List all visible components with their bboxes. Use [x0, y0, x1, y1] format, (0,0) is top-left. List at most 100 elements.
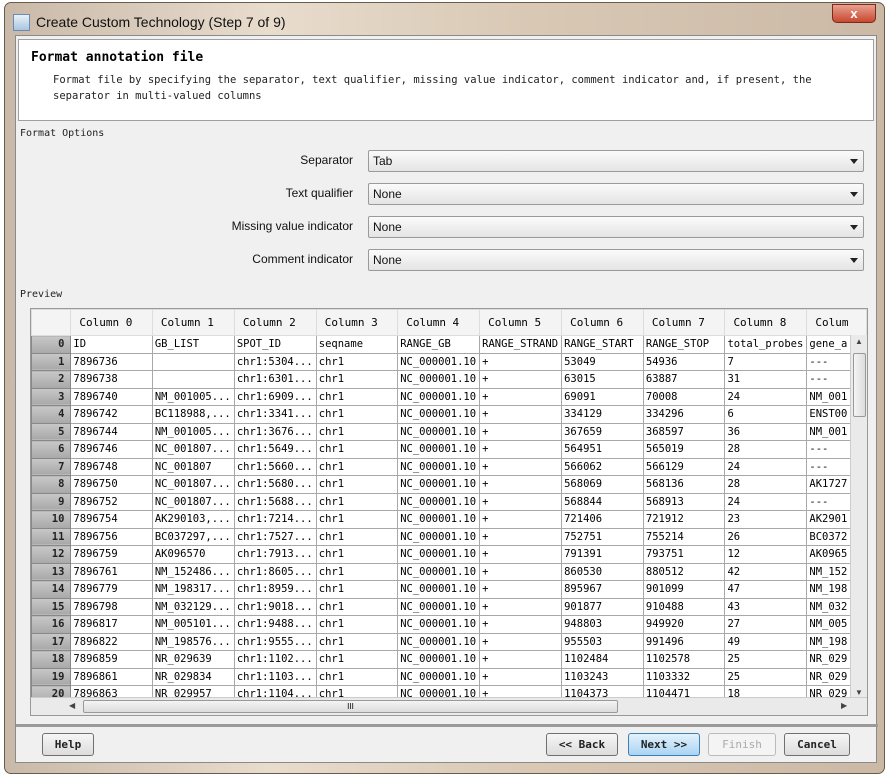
next-button[interactable]: Next >>: [628, 733, 700, 756]
row-number[interactable]: 7: [31, 457, 72, 476]
column-header[interactable]: Column 5: [479, 309, 563, 336]
row-number[interactable]: 10: [31, 510, 72, 529]
table-cell: 860530: [561, 562, 644, 581]
step-description: Format file by specifying the separator,…: [53, 74, 812, 102]
scroll-down-icon[interactable]: ▼: [855, 688, 863, 697]
table-cell: chr1: [315, 597, 399, 616]
scroll-right-icon[interactable]: ▶: [841, 701, 848, 710]
row-number[interactable]: 2: [31, 370, 72, 389]
table-row: 8 7896750 NC_001807... chr1:5680... chr1 NC_0…: [31, 475, 867, 494]
table-cell: NC_000001.10: [397, 615, 481, 634]
table-cell: 1102484: [561, 650, 644, 669]
table-cell: 24: [724, 387, 808, 406]
row-number[interactable]: 17: [31, 632, 72, 651]
separator-select[interactable]: Tab: [368, 150, 864, 172]
table-cell: 43: [724, 597, 808, 616]
table-cell: NC_000001.10: [397, 457, 481, 476]
table-cell: BC118988,...: [151, 405, 235, 424]
cancel-button[interactable]: Cancel: [784, 733, 850, 756]
table-cell: 793751: [642, 545, 726, 564]
table-cell: NC_001807: [151, 457, 235, 476]
table-cell: 7896746: [70, 440, 153, 459]
help-button[interactable]: Help: [42, 733, 94, 756]
column-header[interactable]: Column 2: [233, 309, 317, 336]
table-cell: [151, 352, 235, 371]
table-cell: chr1:1103...: [233, 667, 317, 686]
row-number[interactable]: 19: [31, 667, 72, 686]
table-cell: 7896859: [70, 650, 153, 669]
table-row: 5 7896744 NM_001005... chr1:3676... chr1 NC_0…: [31, 422, 867, 441]
column-header[interactable]: Column 4: [397, 309, 481, 336]
row-number[interactable]: 4: [31, 405, 72, 424]
row-number[interactable]: 3: [31, 387, 72, 406]
table-cell: NC_000001.10: [397, 492, 481, 511]
row-number[interactable]: 15: [31, 597, 72, 616]
table-cell: 901877: [561, 597, 644, 616]
row-number[interactable]: 6: [31, 440, 72, 459]
column-header[interactable]: Column 6: [561, 309, 644, 336]
row-number[interactable]: 5: [31, 422, 72, 441]
column-header[interactable]: Column 0: [70, 309, 153, 336]
column-header[interactable]: Column 1: [151, 309, 235, 336]
table-cell: chr1: [315, 457, 399, 476]
vertical-scroll-thumb[interactable]: [853, 353, 866, 417]
column-header[interactable]: Column 3: [315, 309, 399, 336]
table-cell: ID: [70, 335, 153, 354]
table-row: 17 7896822 NM_198576... chr1:9555... chr1 NC_…: [31, 632, 867, 651]
comment-indicator-select[interactable]: None: [368, 249, 864, 271]
table-cell: 7896740: [70, 387, 153, 406]
row-number[interactable]: 16: [31, 615, 72, 634]
scroll-left-icon[interactable]: ◀: [69, 701, 76, 710]
close-button[interactable]: x: [832, 4, 876, 23]
row-number[interactable]: 1: [31, 352, 72, 371]
table-cell: 63887: [642, 370, 726, 389]
table-cell: 7896798: [70, 597, 153, 616]
table-cell: NR_029639: [151, 650, 235, 669]
table-cell: chr1:3676...: [233, 422, 317, 441]
back-button[interactable]: << Back: [546, 733, 618, 756]
row-number[interactable]: 8: [31, 475, 72, 494]
table-cell: 367659: [561, 422, 644, 441]
table-cell: chr1: [315, 510, 399, 529]
table-cell: NC_000001.10: [397, 440, 481, 459]
table-cell: 42: [724, 562, 808, 581]
row-number[interactable]: 14: [31, 580, 72, 599]
table-cell: 7896736: [70, 352, 153, 371]
table-row: 16 7896817 NM_005101... chr1:9488... chr1 NC_…: [31, 615, 867, 634]
table-cell: 7896742: [70, 405, 153, 424]
step-title: Format annotation file: [31, 50, 204, 65]
table-cell: 7896779: [70, 580, 153, 599]
column-header[interactable]: Column 7: [642, 309, 726, 336]
chevron-down-icon: [850, 225, 858, 230]
missing-value-select[interactable]: None: [368, 216, 864, 238]
row-number[interactable]: 11: [31, 527, 72, 546]
table-cell: 948803: [561, 615, 644, 634]
table-cell: 28: [724, 475, 808, 494]
dialog-window: Create Custom Technology (Step 7 of 9) x…: [4, 2, 885, 774]
row-number[interactable]: 12: [31, 545, 72, 564]
row-number[interactable]: 18: [31, 650, 72, 669]
scroll-up-icon[interactable]: ▲: [855, 337, 863, 346]
table-cell: chr1:3341...: [233, 405, 317, 424]
column-header[interactable]: Colum: [806, 309, 867, 336]
table-cell: +: [479, 580, 563, 599]
app-icon: [13, 13, 30, 31]
table-cell: 564951: [561, 440, 644, 459]
table-cell: RANGE_STOP: [642, 335, 726, 354]
table-cell: 949920: [642, 615, 726, 634]
horizontal-scrollbar[interactable]: ◀ III ▶: [31, 697, 867, 715]
column-header-row: Column 0 Column 1 Column 2 Column 3 Column 4…: [31, 309, 867, 336]
horizontal-scroll-thumb[interactable]: III: [83, 700, 618, 713]
table-cell: +: [479, 632, 563, 651]
table-cell: 36: [724, 422, 808, 441]
row-number[interactable]: 0: [31, 335, 72, 354]
row-number[interactable]: 9: [31, 492, 72, 511]
table-cell: NC_000001.10: [397, 352, 481, 371]
chevron-down-icon: [850, 258, 858, 263]
corner-cell: [31, 309, 72, 336]
table-cell: 721406: [561, 510, 644, 529]
vertical-scrollbar[interactable]: ▲ ▼: [850, 335, 867, 699]
column-header[interactable]: Column 8: [724, 309, 808, 336]
row-number[interactable]: 13: [31, 562, 72, 581]
text-qualifier-select[interactable]: None: [368, 183, 864, 205]
